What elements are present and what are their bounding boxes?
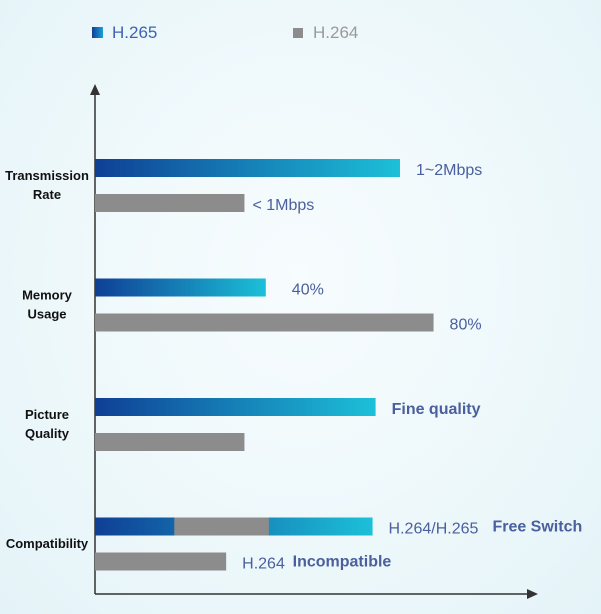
category-label: Usage: [27, 307, 66, 322]
value-label-secondary: Incompatible: [293, 554, 392, 571]
bars-layer: [95, 159, 434, 571]
bar-h264: [95, 313, 434, 332]
x-axis-arrow: [527, 589, 538, 599]
bar-h264: [95, 194, 245, 212]
legend-label-h265: H.265: [112, 23, 157, 42]
bar-h264: [95, 433, 245, 451]
category-label: Rate: [33, 187, 61, 202]
bar-h264: [95, 552, 227, 571]
bar-h265: [95, 159, 400, 177]
value-label-secondary: Free Switch: [492, 519, 582, 536]
legend: H.265 H.264: [92, 23, 358, 42]
bar-h265: [95, 278, 266, 297]
category-label: Memory: [22, 288, 73, 303]
value-label: 80%: [450, 317, 482, 334]
legend-item-h265: H.265: [92, 23, 157, 42]
category-label: Quality: [25, 426, 70, 441]
category-label: Transmission: [5, 168, 89, 183]
value-label: 1~2Mbps: [416, 162, 482, 179]
bar-h265: [95, 398, 376, 416]
value-label: H.264/H.265: [389, 521, 479, 538]
value-label: 40%: [292, 282, 324, 299]
legend-item-h264: H.264: [293, 23, 358, 42]
y-axis-arrow: [90, 84, 100, 95]
category-label: Picture: [25, 407, 69, 422]
category-label: Compatibility: [6, 536, 89, 551]
legend-swatch-h265: [92, 27, 103, 38]
labels-layer: Transmission Rate 1~2Mbps < 1Mbps Memory Usag…: [5, 162, 582, 573]
bar-segment-h264: [174, 517, 269, 536]
legend-label-h264: H.264: [313, 23, 358, 42]
value-label: H.264: [242, 556, 285, 573]
value-label: < 1Mbps: [252, 197, 314, 214]
value-label: Fine quality: [392, 401, 481, 418]
legend-swatch-h264: [293, 28, 303, 38]
